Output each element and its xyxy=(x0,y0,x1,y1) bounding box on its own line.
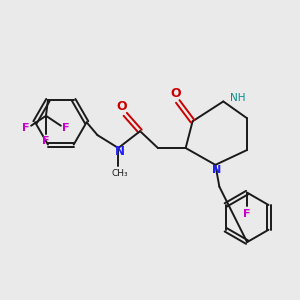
Text: F: F xyxy=(42,136,50,146)
Text: CH₃: CH₃ xyxy=(112,169,129,178)
Text: F: F xyxy=(243,209,251,219)
Text: N: N xyxy=(115,146,125,158)
Text: O: O xyxy=(116,100,127,113)
Text: F: F xyxy=(62,123,70,133)
Text: N: N xyxy=(212,165,221,175)
Text: F: F xyxy=(22,123,30,133)
Text: NH: NH xyxy=(230,94,246,103)
Text: O: O xyxy=(170,87,181,100)
